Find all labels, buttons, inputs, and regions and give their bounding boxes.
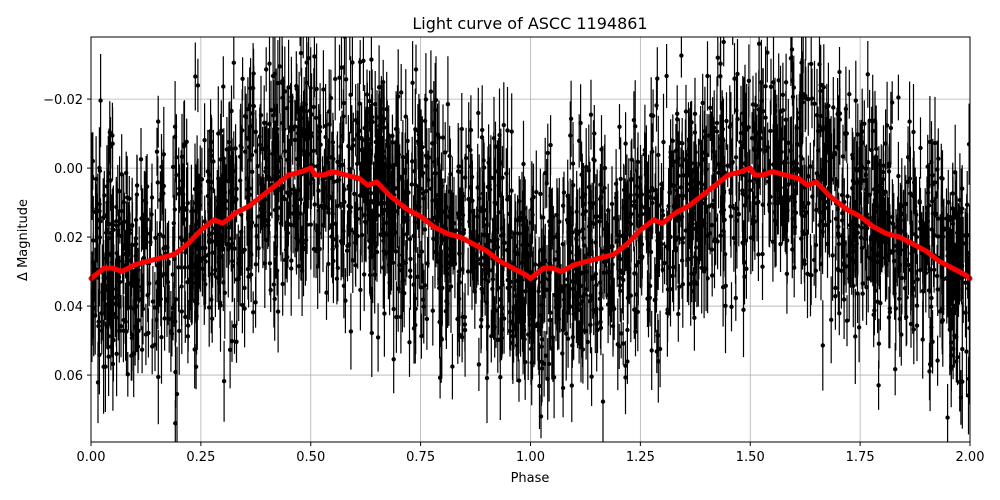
x-tick-label: 2.00 [956,450,985,465]
y-axis-ticks: −0.02 0.00 0.02 0.04 0.06 [43,93,91,384]
x-tick-label: 0.25 [186,450,215,465]
y-tick-label: −0.02 [43,93,83,108]
y-axis-label: Δ Magnitude [16,199,31,281]
y-tick-label: 0.04 [54,300,83,315]
x-tick-label: 1.75 [846,450,875,465]
x-tick-label: 0.75 [406,450,435,465]
y-tick-label: 0.02 [54,231,83,246]
x-tick-label: 1.25 [626,450,655,465]
x-axis-label: Phase [511,471,550,486]
x-tick-label: 1.00 [516,450,545,465]
x-tick-label: 1.50 [736,450,765,465]
chart-title: Light curve of ASCC 1194861 [412,14,647,33]
x-axis-ticks: 0.00 0.25 0.50 0.75 1.00 1.25 1.50 1.75 2.00 [77,442,985,465]
y-tick-label: 0.06 [54,369,83,384]
data-points [91,37,970,442]
x-tick-label: 0.50 [296,450,325,465]
x-tick-label: 0.00 [77,450,106,465]
binned-curve [88,165,973,281]
plot-area [88,36,973,443]
y-tick-label: 0.00 [54,162,83,177]
